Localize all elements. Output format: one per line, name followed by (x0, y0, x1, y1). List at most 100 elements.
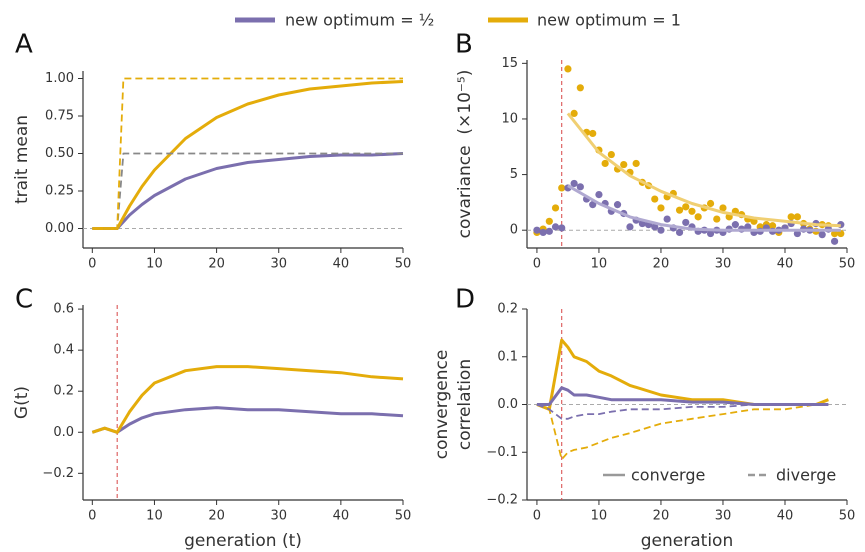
point (570, 109, 578, 117)
y-tick-label: 0.2 (497, 302, 518, 317)
x-tick-label: 10 (591, 257, 608, 272)
y-tick-label: 0.25 (45, 184, 74, 199)
panel-label: D (455, 285, 475, 315)
y-tick-label: 5 (510, 167, 518, 182)
point (731, 221, 739, 229)
panel-label: C (15, 285, 33, 315)
x-tick-label: 50 (839, 509, 856, 524)
x-tick-label: 0 (533, 509, 541, 524)
y-tick-label: 0.1 (497, 349, 518, 364)
point (657, 204, 665, 212)
point (675, 228, 684, 237)
point (675, 206, 684, 214)
point (706, 229, 715, 238)
y-axis-label: covariance (×10⁻⁵) (455, 70, 475, 239)
point (551, 223, 560, 231)
x-tick-label: 30 (715, 509, 732, 524)
y-tick-label: −0.2 (486, 493, 518, 508)
legend-label: converge (631, 466, 705, 485)
x-axis-label: generation (t) (184, 531, 302, 551)
y-tick-label: −0.1 (486, 445, 518, 460)
point (595, 191, 603, 199)
point (682, 203, 690, 211)
panel: A 0 10 20 30 40 50 0.00 0.25 0.50 0.75 1.00 trait me… (12, 30, 411, 272)
x-tick-label: 50 (395, 509, 412, 524)
y-tick-label: 10 (501, 111, 518, 126)
y-tick-label: 0.2 (53, 384, 74, 399)
point (744, 223, 752, 231)
x-tick-label: 0 (88, 509, 96, 524)
point (613, 201, 622, 209)
y-tick-label: −0.2 (42, 466, 74, 481)
x-tick-label: 10 (146, 257, 163, 272)
panel: D 0 10 20 30 40 50 −0.2 −0.1 0.0 0.1 0.2 convergence… (432, 285, 855, 552)
x-tick-label: 50 (839, 257, 856, 272)
x-tick-label: 30 (270, 257, 287, 272)
x-tick-label: 20 (208, 509, 225, 524)
x-tick-label: 40 (777, 257, 794, 272)
x-tick-label: 0 (533, 257, 541, 272)
y-axis-label: convergence (432, 350, 452, 460)
point (533, 226, 541, 234)
point (657, 226, 665, 234)
x-tick-label: 30 (715, 257, 732, 272)
series-line (92, 80, 404, 230)
point (545, 227, 553, 235)
y-tick-label: 0.4 (53, 343, 74, 358)
point (576, 183, 584, 191)
point (601, 159, 609, 168)
legend-label: new optimum = ½ (285, 11, 434, 30)
series-line (536, 338, 829, 411)
series-line (536, 386, 829, 406)
point (558, 184, 566, 192)
point (694, 213, 702, 221)
point (830, 229, 839, 238)
legend-label: diverge (776, 466, 836, 485)
point (837, 229, 845, 238)
x-tick-label: 0 (88, 257, 96, 272)
point (663, 215, 671, 223)
y-tick-label: 0.0 (497, 397, 518, 412)
series-line (536, 403, 829, 420)
series-line (91, 365, 404, 434)
point (719, 204, 727, 212)
point (564, 65, 572, 73)
point (545, 217, 553, 225)
y-axis-label: correlation (455, 359, 475, 450)
panel-label: B (455, 30, 473, 60)
y-tick-label: 0.00 (45, 221, 74, 236)
y-axis-label: trait mean (12, 115, 32, 204)
y-tick-label: 0.6 (53, 302, 74, 317)
x-tick-label: 20 (653, 509, 670, 524)
y-tick-label: 1.00 (45, 71, 74, 86)
x-tick-label: 10 (146, 509, 163, 524)
point (651, 223, 659, 231)
point (830, 237, 839, 245)
y-tick-label: 0.50 (45, 146, 74, 161)
point (651, 195, 659, 203)
point (589, 129, 597, 138)
point (576, 84, 584, 92)
point (620, 160, 628, 169)
point (682, 218, 690, 227)
x-axis-label: generation (641, 531, 733, 551)
point (539, 228, 547, 237)
x-tick-label: 10 (591, 509, 608, 524)
point (632, 159, 640, 168)
y-axis-label: G(t) (12, 386, 32, 419)
point (551, 204, 560, 212)
series-line (91, 406, 404, 434)
point (793, 229, 801, 238)
y-tick-label: 0.75 (45, 109, 74, 124)
y-tick-label: 15 (501, 56, 518, 71)
y-tick-label: 0.0 (53, 425, 74, 440)
panel: C 0 10 20 30 40 50 −0.2 0.0 0.2 0.4 0.6 G(t) generati… (12, 285, 411, 552)
point (626, 223, 634, 231)
x-tick-label: 40 (777, 509, 794, 524)
point (607, 150, 615, 159)
series-line (567, 184, 841, 232)
point (558, 224, 566, 232)
point (713, 215, 721, 223)
series-line (92, 77, 403, 230)
x-tick-label: 30 (270, 509, 287, 524)
